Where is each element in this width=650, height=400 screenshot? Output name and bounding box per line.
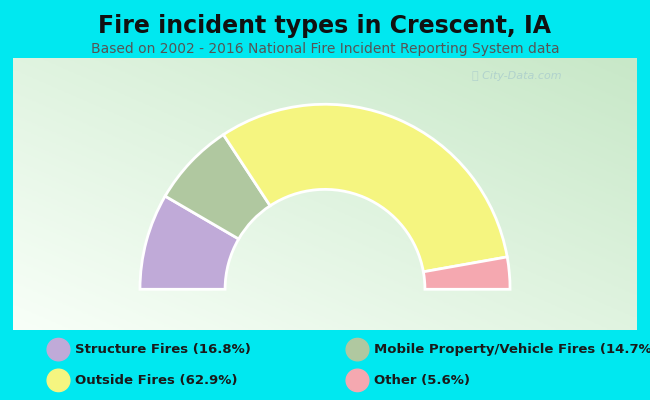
- Text: Mobile Property/Vehicle Fires (14.7%): Mobile Property/Vehicle Fires (14.7%): [374, 343, 650, 356]
- Text: ⓘ City-Data.com: ⓘ City-Data.com: [472, 71, 562, 81]
- Ellipse shape: [47, 338, 70, 361]
- Text: Outside Fires (62.9%): Outside Fires (62.9%): [75, 374, 237, 387]
- Wedge shape: [165, 135, 270, 239]
- Ellipse shape: [47, 369, 70, 392]
- Wedge shape: [423, 257, 510, 289]
- Text: Based on 2002 - 2016 National Fire Incident Reporting System data: Based on 2002 - 2016 National Fire Incid…: [91, 42, 559, 56]
- Ellipse shape: [346, 338, 369, 361]
- Wedge shape: [140, 196, 239, 289]
- Wedge shape: [224, 104, 507, 272]
- Text: Fire incident types in Crescent, IA: Fire incident types in Crescent, IA: [99, 14, 551, 38]
- Text: Structure Fires (16.8%): Structure Fires (16.8%): [75, 343, 251, 356]
- Text: Other (5.6%): Other (5.6%): [374, 374, 470, 387]
- Ellipse shape: [346, 369, 369, 392]
